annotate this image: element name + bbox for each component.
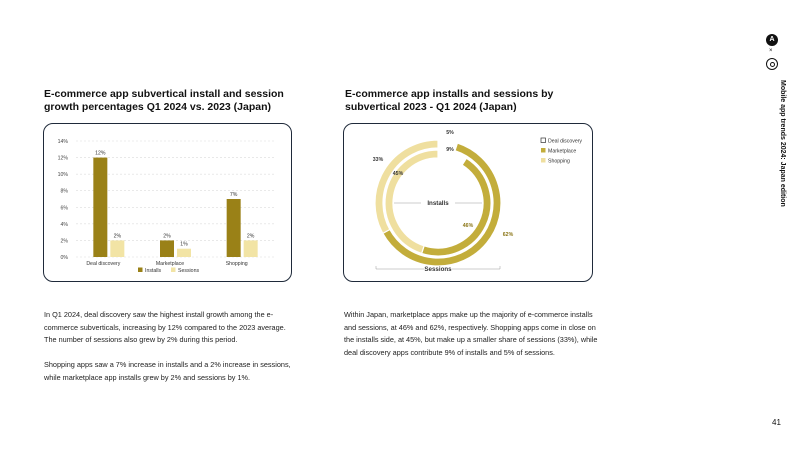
installs-ring-label: Installs bbox=[427, 200, 449, 207]
bar-chart: 0% 2% 4% 6% 8% 10% 12% 14% 12% 2% Deal discovery 2%… bbox=[58, 139, 276, 274]
left-paragraph-1: In Q1 2024, deal discovery saw the highe… bbox=[44, 310, 286, 344]
legend-label: Shopping bbox=[548, 158, 570, 164]
right-description: Within Japan, marketplace apps make up t… bbox=[344, 309, 604, 359]
bar-sessions bbox=[110, 240, 125, 257]
inner-slice-label: 46% bbox=[463, 223, 474, 229]
legend-label: Deal discovery bbox=[548, 138, 582, 144]
partner-logo-icon bbox=[766, 58, 778, 70]
bar-chart-title: E-commerce app subvertical install and s… bbox=[44, 88, 284, 113]
donut-chart-card: 9% 46% 45% 5% 62% 33% Installs Sessions Deal dis… bbox=[343, 123, 593, 282]
page-number: 41 bbox=[772, 418, 781, 427]
y-tick-label: 10% bbox=[58, 172, 69, 178]
outer-slice-label: 62% bbox=[503, 232, 514, 238]
left-paragraph-2: Shopping apps saw a 7% increase in insta… bbox=[44, 360, 291, 382]
bar-sessions bbox=[177, 248, 191, 257]
inner-slice-label: 9% bbox=[446, 147, 454, 153]
data-label: 2% bbox=[163, 233, 171, 239]
outer-slice-label: 5% bbox=[446, 130, 454, 136]
inner-slice-label: 45% bbox=[393, 171, 404, 177]
report-title-vertical: Mobile app trends 2024: Japan edition bbox=[777, 80, 787, 240]
bar-chart-card: 0% 2% 4% 6% 8% 10% 12% 14% 12% 2% Deal discovery 2%… bbox=[43, 123, 292, 282]
donut-chart: 9% 46% 45% 5% 62% 33% Installs Sessions Deal dis… bbox=[373, 130, 583, 273]
y-tick-label: 12% bbox=[58, 156, 69, 162]
bar-installs bbox=[93, 157, 108, 257]
y-tick-label: 14% bbox=[58, 139, 69, 145]
data-label: 1% bbox=[180, 242, 188, 248]
y-tick-label: 0% bbox=[61, 255, 69, 261]
x-tick-label: Deal discovery bbox=[86, 261, 120, 267]
legend-label: Sessions bbox=[178, 268, 199, 274]
legend-swatch-installs bbox=[138, 267, 143, 272]
donut-chart-title: E-commerce app installs and sessions by … bbox=[345, 88, 554, 113]
legend-swatch bbox=[541, 148, 546, 153]
inner-slice-shopping bbox=[384, 149, 439, 255]
data-label: 2% bbox=[247, 233, 255, 239]
right-paragraph-1: Within Japan, marketplace apps make up t… bbox=[344, 310, 598, 357]
data-label: 2% bbox=[114, 233, 122, 239]
y-tick-label: 2% bbox=[61, 238, 69, 244]
x-tick-label: Marketplace bbox=[156, 261, 184, 267]
legend-swatch-sessions bbox=[171, 267, 176, 272]
legend-label: Installs bbox=[145, 268, 162, 274]
legend-swatch bbox=[540, 137, 546, 143]
data-label: 7% bbox=[230, 192, 238, 198]
y-tick-label: 6% bbox=[61, 205, 69, 211]
x-tick-label: Shopping bbox=[226, 261, 248, 267]
y-tick-label: 8% bbox=[61, 189, 69, 195]
legend-label: Marketplace bbox=[548, 148, 576, 154]
data-label: 12% bbox=[95, 151, 106, 157]
logo-separator: × bbox=[769, 48, 773, 54]
outer-slice-shopping bbox=[374, 139, 439, 235]
bar-installs bbox=[160, 240, 174, 257]
outer-slice-label: 33% bbox=[373, 157, 384, 163]
brand-logo-icon: A bbox=[766, 34, 778, 46]
left-description: In Q1 2024, deal discovery saw the highe… bbox=[44, 309, 294, 384]
sessions-ring-label: Sessions bbox=[424, 266, 452, 273]
report-title: Mobile app trends 2024: Japan edition bbox=[779, 80, 786, 207]
legend-swatch bbox=[541, 158, 546, 163]
bar-installs bbox=[226, 199, 241, 257]
bar-sessions bbox=[243, 240, 258, 257]
y-tick-label: 4% bbox=[61, 222, 69, 228]
